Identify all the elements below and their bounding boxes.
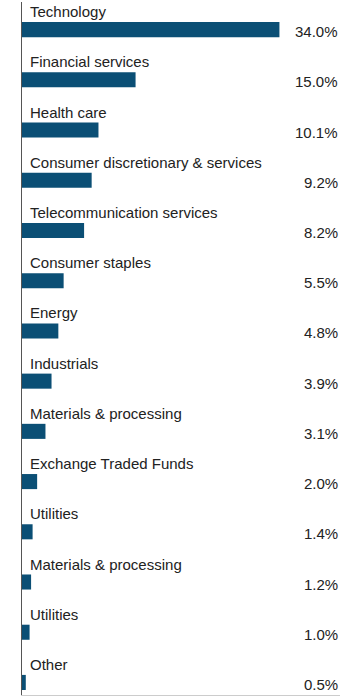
svg-text:Health care: Health care (30, 104, 107, 121)
svg-text:Telecommunication services: Telecommunication services (30, 204, 218, 221)
svg-text:Materials & processing: Materials & processing (30, 556, 182, 573)
svg-text:1.0%: 1.0% (304, 626, 338, 643)
svg-text:Utilities: Utilities (30, 505, 78, 522)
svg-text:3.9%: 3.9% (304, 375, 338, 392)
svg-text:0.5%: 0.5% (304, 676, 338, 693)
svg-text:3.1%: 3.1% (304, 425, 338, 442)
svg-text:Energy: Energy (30, 304, 78, 321)
svg-text:Industrials: Industrials (30, 355, 98, 372)
svg-text:Materials & processing: Materials & processing (30, 405, 182, 422)
svg-text:8.2%: 8.2% (304, 224, 338, 241)
svg-text:1.4%: 1.4% (304, 525, 338, 542)
svg-text:Financial services: Financial services (30, 53, 149, 70)
svg-text:Other: Other (30, 656, 68, 673)
svg-text:Consumer staples: Consumer staples (30, 254, 151, 271)
svg-text:Utilities: Utilities (30, 606, 78, 623)
svg-text:1.2%: 1.2% (304, 576, 338, 593)
svg-text:2.0%: 2.0% (304, 475, 338, 492)
svg-text:Technology: Technology (30, 3, 106, 20)
svg-text:9.2%: 9.2% (304, 174, 338, 191)
svg-text:10.1%: 10.1% (295, 124, 338, 141)
svg-text:5.5%: 5.5% (304, 274, 338, 291)
svg-text:4.8%: 4.8% (304, 324, 338, 341)
svg-text:34.0%: 34.0% (295, 23, 338, 40)
svg-text:15.0%: 15.0% (295, 73, 338, 90)
svg-text:Exchange Traded Funds: Exchange Traded Funds (30, 455, 193, 472)
svg-text:Consumer discretionary & servi: Consumer discretionary & services (30, 154, 262, 171)
